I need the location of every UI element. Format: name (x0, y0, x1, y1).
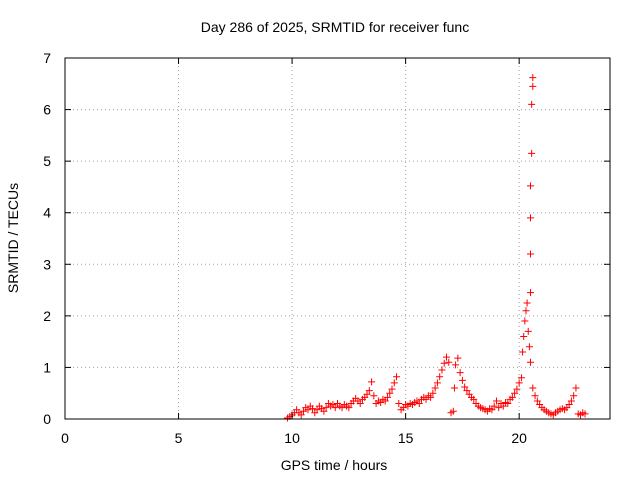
data-point (313, 406, 321, 414)
data-points (284, 74, 589, 422)
data-point (492, 397, 500, 405)
data-point (309, 405, 317, 413)
x-axis-label: GPS time / hours (281, 457, 388, 473)
y-tick-label: 7 (43, 50, 51, 66)
data-point (524, 327, 532, 335)
y-axis-label: SRMTID / TECUs (5, 183, 21, 293)
data-point (520, 332, 528, 340)
x-tick-label: 10 (284, 430, 300, 446)
x-tick-label: 0 (61, 430, 69, 446)
data-point (454, 354, 462, 362)
data-point (345, 404, 353, 412)
data-point (565, 401, 573, 409)
data-point (567, 397, 575, 405)
data-point (452, 361, 460, 369)
data-point (527, 214, 535, 222)
data-point (533, 397, 541, 405)
data-point (458, 376, 466, 384)
x-tick-label: 15 (398, 430, 414, 446)
data-point (356, 400, 364, 408)
data-point (527, 358, 535, 366)
data-point (297, 411, 305, 419)
data-point (390, 379, 398, 387)
data-point (470, 395, 478, 403)
y-tick-label: 4 (43, 205, 51, 221)
data-point (299, 407, 307, 415)
data-point (440, 359, 448, 367)
data-point (320, 407, 328, 415)
grid-layer (65, 58, 610, 419)
data-point (429, 389, 437, 397)
data-point (517, 374, 525, 382)
data-point (515, 379, 523, 387)
data-point (490, 402, 498, 410)
data-point (572, 384, 580, 392)
data-point (581, 410, 589, 418)
data-point (443, 353, 450, 361)
data-point (511, 389, 519, 397)
x-tick-label: 5 (175, 430, 183, 446)
y-tick-label: 3 (43, 256, 51, 272)
chart-title: Day 286 of 2025, SRMTID for receiver fun… (201, 19, 469, 35)
data-point (508, 393, 516, 401)
data-point (388, 385, 396, 393)
data-point (528, 100, 536, 108)
data-point (463, 387, 471, 395)
data-point (521, 317, 529, 325)
y-tick-label: 5 (43, 153, 51, 169)
data-point (427, 393, 435, 401)
y-tick-label: 1 (43, 359, 51, 375)
data-point (438, 366, 446, 374)
data-point (322, 404, 330, 412)
data-point (449, 407, 457, 415)
y-tick-label: 6 (43, 102, 51, 118)
data-point (523, 299, 531, 307)
data-point (422, 395, 430, 403)
data-point (445, 358, 453, 366)
data-point (395, 400, 403, 408)
data-point (363, 390, 371, 398)
data-point (522, 307, 530, 315)
data-point (527, 250, 535, 258)
data-point (513, 385, 521, 393)
data-point (519, 348, 527, 356)
data-point (415, 400, 423, 408)
data-point (499, 402, 507, 410)
data-point (381, 397, 389, 405)
data-point (495, 404, 503, 412)
data-point (386, 389, 394, 397)
data-point (529, 384, 537, 392)
y-tick-label: 0 (43, 411, 51, 427)
data-point (456, 369, 464, 377)
data-point (527, 289, 535, 297)
data-point (365, 387, 373, 395)
data-point (304, 406, 312, 414)
data-point (436, 373, 444, 381)
data-point (531, 392, 539, 400)
y-tick-label: 2 (43, 308, 51, 324)
axis-ticks: 0 5 10 15 20 0 1 2 3 4 5 6 7 (43, 50, 610, 446)
x-tick-label: 20 (511, 430, 527, 446)
data-point (331, 404, 339, 412)
data-point (529, 74, 537, 82)
data-point (461, 383, 469, 391)
data-point (488, 406, 496, 414)
data-point (528, 149, 536, 157)
data-point (450, 384, 458, 392)
data-point (525, 343, 533, 351)
data-point (529, 82, 537, 90)
data-point (504, 400, 512, 408)
data-point (393, 373, 401, 381)
data-point (431, 384, 439, 392)
data-point (370, 392, 378, 400)
data-point (527, 182, 535, 190)
data-point (368, 378, 376, 386)
data-point (570, 392, 578, 400)
data-point (383, 393, 391, 401)
plot-frame (64, 57, 611, 420)
data-point (433, 379, 441, 387)
